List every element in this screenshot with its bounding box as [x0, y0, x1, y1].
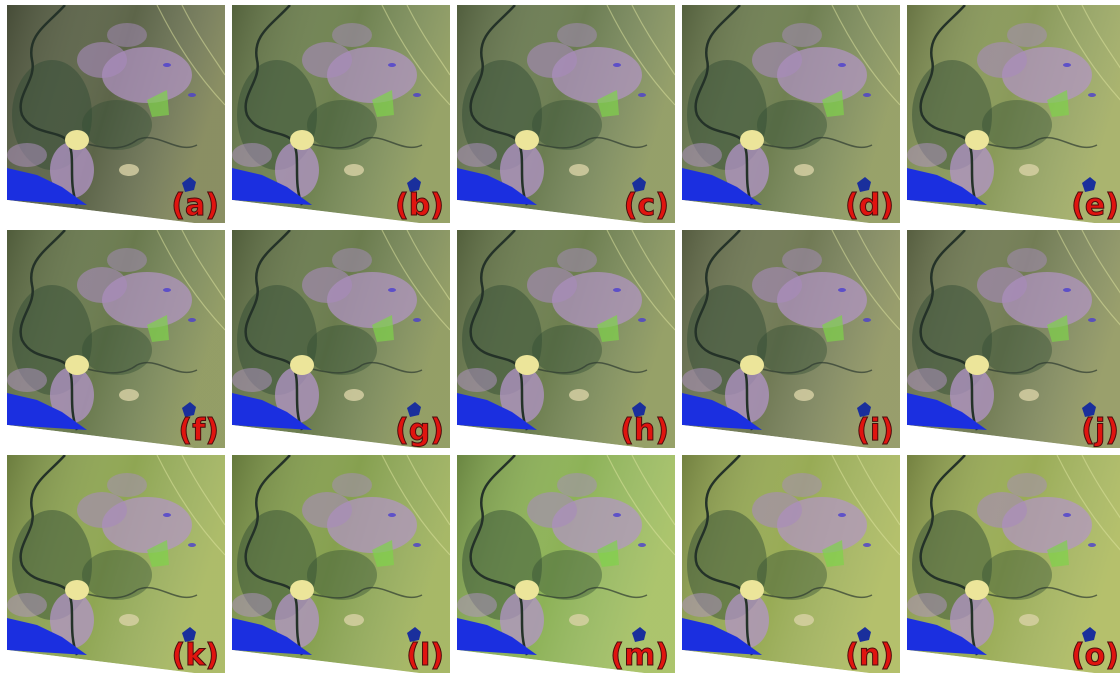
image-panel: (n)	[682, 455, 900, 674]
panel-label: (k)	[172, 638, 219, 673]
panel-label: (b)	[395, 188, 444, 223]
image-panel: (i)	[682, 230, 900, 449]
image-panel: (a)	[7, 5, 225, 224]
panel-label: (e)	[1071, 188, 1119, 223]
image-panel: (b)	[232, 5, 450, 224]
panel-label: (a)	[171, 188, 219, 223]
image-panel: (h)	[457, 230, 675, 449]
image-panel: (j)	[907, 230, 1120, 449]
panel-label: (m)	[610, 638, 669, 673]
image-panel: (k)	[7, 455, 225, 674]
panel-label: (l)	[406, 638, 444, 673]
image-panel: (e)	[907, 5, 1120, 224]
image-panel: (f)	[7, 230, 225, 449]
panel-label: (o)	[1071, 638, 1119, 673]
image-panel: (d)	[682, 5, 900, 224]
image-panel: (o)	[907, 455, 1120, 674]
image-panel: (m)	[457, 455, 675, 674]
panel-label: (g)	[395, 413, 444, 448]
panel-label: (i)	[856, 413, 894, 448]
panel-label: (d)	[845, 188, 894, 223]
panel-label: (f)	[179, 413, 219, 448]
image-panel: (g)	[232, 230, 450, 449]
panel-label: (n)	[845, 638, 894, 673]
image-panel: (c)	[457, 5, 675, 224]
panel-label: (j)	[1081, 413, 1119, 448]
panel-label: (h)	[620, 413, 669, 448]
panel-label: (c)	[624, 188, 669, 223]
image-panel: (l)	[232, 455, 450, 674]
